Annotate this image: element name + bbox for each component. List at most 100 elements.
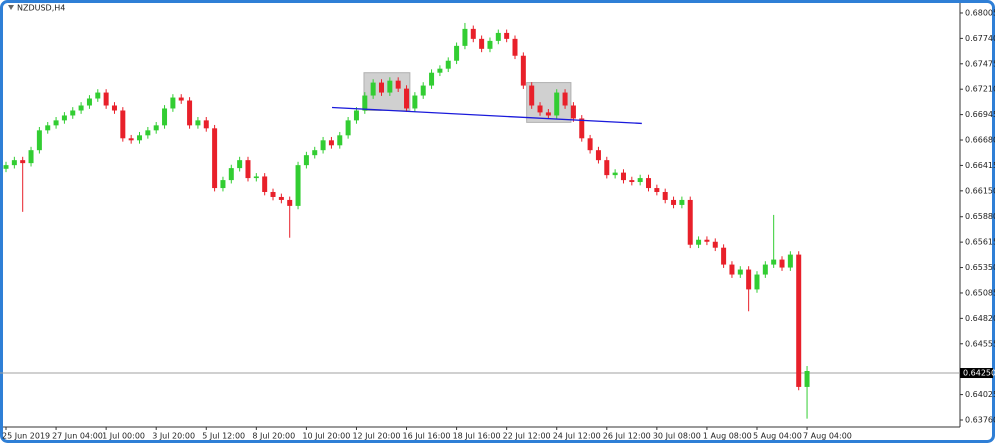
candle-body [187, 100, 193, 126]
candle-body [387, 80, 393, 93]
candle-body [437, 68, 443, 73]
candle-body [487, 40, 493, 49]
y-tick-label: 0.66415 [965, 161, 995, 170]
candle-body [262, 176, 268, 192]
x-tick-label: 1 Aug 08:00 [703, 432, 752, 441]
candle-body [762, 264, 768, 275]
candle-body [95, 92, 101, 99]
x-tick-label: 24 Jul 12:00 [553, 432, 601, 441]
candle-body [429, 72, 435, 86]
candle-body [378, 82, 384, 93]
x-tick-label: 8 Jul 20:00 [252, 432, 295, 441]
candle-body [587, 138, 593, 151]
candle-body [53, 120, 59, 126]
candle-body [162, 108, 168, 126]
candle-body [779, 259, 785, 268]
candle-body [28, 150, 34, 164]
candle-body [454, 45, 460, 61]
y-tick-label: 0.64555 [965, 339, 995, 348]
candle-body [237, 160, 243, 169]
current-price-box [960, 368, 993, 379]
candle-body [687, 199, 693, 245]
candle-body [671, 199, 677, 205]
candle-body [303, 155, 309, 166]
y-tick-label: 0.64025 [965, 390, 995, 399]
candle-body [120, 110, 126, 139]
candle-body [328, 140, 334, 146]
candle-body [345, 120, 351, 136]
candle-body [312, 150, 318, 156]
candle-body [404, 88, 410, 109]
candle-body [445, 60, 451, 69]
candle-body [137, 135, 143, 141]
x-tick-label: 1 Jul 00:00 [102, 432, 145, 441]
candle-body [178, 97, 184, 101]
y-tick-label: 0.65615 [965, 238, 995, 247]
candle-body [754, 274, 760, 290]
candle-body [787, 254, 793, 268]
x-tick-label: 5 Aug 04:00 [753, 432, 802, 441]
candle-body [170, 97, 176, 109]
candle-body [737, 269, 743, 275]
candle-body [420, 85, 426, 96]
candle-body [771, 259, 777, 265]
candle-body [612, 172, 618, 176]
candle-body [362, 95, 368, 111]
candle-body [479, 38, 485, 49]
current-price-label: 0.64250 [963, 369, 995, 378]
candle-body [629, 180, 635, 183]
candle-body [287, 199, 293, 206]
candle-body [228, 168, 234, 181]
candle-body [579, 118, 585, 139]
x-tick-label: 22 Jul 12:00 [503, 432, 551, 441]
candle-body [804, 371, 810, 387]
candle-body [729, 264, 735, 275]
candle-body [512, 38, 518, 56]
candle-body [11, 160, 17, 166]
y-tick-label: 0.65350 [965, 263, 995, 272]
candle-body [20, 160, 26, 164]
candle-body [796, 254, 802, 387]
y-tick-label: 0.66150 [965, 186, 995, 195]
candle-body [45, 125, 51, 131]
candle-body [70, 110, 76, 116]
candle-body [704, 239, 710, 242]
candle-body [153, 125, 159, 131]
x-tick-label: 30 Jul 08:00 [653, 432, 701, 441]
candle-body [462, 28, 468, 46]
y-tick-label: 0.64820 [965, 314, 995, 323]
candle-body [712, 241, 718, 248]
x-tick-label: 18 Jul 16:00 [453, 432, 501, 441]
candle-body [370, 82, 376, 96]
candle-body [554, 92, 560, 116]
x-tick-label: 7 Aug 04:00 [803, 432, 852, 441]
candle-body [604, 160, 610, 176]
candle-body [654, 188, 660, 192]
candle-body [212, 128, 218, 189]
candle-body [520, 55, 526, 86]
x-tick-label: 16 Jul 16:00 [403, 432, 451, 441]
x-tick-label: 26 Jul 12:00 [603, 432, 651, 441]
candle-body [337, 135, 343, 146]
candle-body [570, 105, 576, 119]
x-tick-label: 27 Jun 04:00 [52, 432, 103, 441]
candle-body [78, 105, 84, 111]
candle-body [295, 165, 301, 206]
candle-body [595, 150, 601, 161]
trendline [331, 106, 642, 125]
candle-body [195, 120, 201, 126]
y-tick-label: 0.65085 [965, 288, 995, 297]
candle-body [637, 178, 643, 183]
y-tick-label: 0.65880 [965, 212, 995, 221]
candle-body [203, 120, 209, 129]
y-tick-label: 0.67210 [965, 85, 995, 94]
y-tick-label: 0.66680 [965, 136, 995, 145]
candle-body [545, 112, 551, 116]
candle-body [128, 138, 134, 141]
x-tick-label: 3 Jul 20:00 [152, 432, 195, 441]
x-tick-label: 12 Jul 20:00 [352, 432, 400, 441]
candle-body [470, 28, 476, 39]
